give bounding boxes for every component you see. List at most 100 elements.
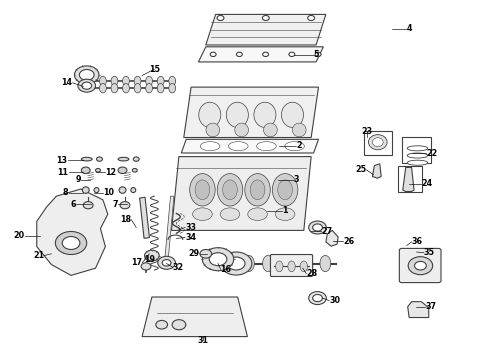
Ellipse shape xyxy=(94,188,99,193)
Ellipse shape xyxy=(407,153,428,158)
Polygon shape xyxy=(164,196,174,266)
Text: 10: 10 xyxy=(103,188,114,197)
Ellipse shape xyxy=(82,187,89,193)
Ellipse shape xyxy=(278,180,293,200)
Ellipse shape xyxy=(122,84,129,93)
Ellipse shape xyxy=(313,294,322,302)
Ellipse shape xyxy=(250,180,265,200)
Ellipse shape xyxy=(99,76,106,86)
Ellipse shape xyxy=(169,84,175,93)
Ellipse shape xyxy=(263,15,270,21)
Ellipse shape xyxy=(407,146,428,151)
FancyBboxPatch shape xyxy=(399,248,441,283)
Bar xyxy=(402,137,431,163)
Text: 28: 28 xyxy=(306,269,318,278)
Ellipse shape xyxy=(235,123,248,137)
Ellipse shape xyxy=(146,76,152,86)
Text: 23: 23 xyxy=(361,127,372,136)
Ellipse shape xyxy=(281,102,303,127)
Ellipse shape xyxy=(81,167,90,174)
Ellipse shape xyxy=(119,187,126,193)
Ellipse shape xyxy=(244,256,254,271)
Text: 30: 30 xyxy=(329,296,340,305)
Ellipse shape xyxy=(134,76,141,86)
Text: 11: 11 xyxy=(58,167,69,176)
Text: 8: 8 xyxy=(63,188,69,197)
Polygon shape xyxy=(172,157,311,230)
Text: 2: 2 xyxy=(296,141,302,150)
Ellipse shape xyxy=(254,102,276,127)
Ellipse shape xyxy=(97,157,102,161)
Text: 5: 5 xyxy=(314,50,319,59)
Ellipse shape xyxy=(200,249,212,258)
Ellipse shape xyxy=(315,52,321,57)
Text: 36: 36 xyxy=(412,238,422,246)
Ellipse shape xyxy=(169,76,175,86)
Polygon shape xyxy=(408,302,429,318)
Ellipse shape xyxy=(272,174,298,206)
Ellipse shape xyxy=(83,202,93,209)
Ellipse shape xyxy=(157,84,164,93)
Ellipse shape xyxy=(217,174,243,206)
Ellipse shape xyxy=(62,237,80,249)
Text: 27: 27 xyxy=(321,227,332,236)
Ellipse shape xyxy=(200,141,220,150)
Polygon shape xyxy=(184,87,318,138)
Ellipse shape xyxy=(74,66,99,84)
Ellipse shape xyxy=(301,256,312,271)
Ellipse shape xyxy=(172,320,186,330)
Ellipse shape xyxy=(141,263,151,270)
Ellipse shape xyxy=(81,157,92,161)
Ellipse shape xyxy=(78,79,96,92)
Ellipse shape xyxy=(309,292,326,305)
Text: 35: 35 xyxy=(424,248,435,257)
Ellipse shape xyxy=(372,138,383,147)
Ellipse shape xyxy=(407,160,428,165)
Ellipse shape xyxy=(131,188,136,193)
Ellipse shape xyxy=(111,76,118,86)
Ellipse shape xyxy=(120,202,130,209)
Polygon shape xyxy=(140,197,149,238)
Ellipse shape xyxy=(220,208,240,220)
Ellipse shape xyxy=(288,261,295,272)
Text: 4: 4 xyxy=(407,24,412,33)
Text: 26: 26 xyxy=(343,237,354,246)
Text: 1: 1 xyxy=(282,206,287,215)
Ellipse shape xyxy=(309,221,326,234)
Ellipse shape xyxy=(202,248,234,271)
Ellipse shape xyxy=(275,208,295,220)
Text: 22: 22 xyxy=(426,149,438,158)
Text: 13: 13 xyxy=(57,156,68,165)
Ellipse shape xyxy=(193,208,212,220)
Ellipse shape xyxy=(308,15,315,21)
Ellipse shape xyxy=(209,253,227,266)
Text: 19: 19 xyxy=(145,255,155,264)
Ellipse shape xyxy=(162,260,171,266)
Ellipse shape xyxy=(146,84,152,93)
Ellipse shape xyxy=(82,82,92,89)
Ellipse shape xyxy=(55,231,87,255)
Text: 15: 15 xyxy=(149,65,160,74)
Ellipse shape xyxy=(313,224,322,231)
Ellipse shape xyxy=(206,123,220,137)
Text: 18: 18 xyxy=(120,215,131,224)
Ellipse shape xyxy=(118,167,127,174)
Text: 32: 32 xyxy=(172,263,184,271)
Text: 9: 9 xyxy=(75,175,81,184)
Text: 25: 25 xyxy=(355,165,367,174)
Polygon shape xyxy=(142,297,247,337)
Ellipse shape xyxy=(158,256,175,269)
Text: 3: 3 xyxy=(294,175,299,184)
Text: 17: 17 xyxy=(131,258,142,267)
Ellipse shape xyxy=(226,102,248,127)
Ellipse shape xyxy=(190,174,215,206)
Text: 7: 7 xyxy=(112,200,118,209)
Ellipse shape xyxy=(408,257,433,275)
Text: 16: 16 xyxy=(220,265,231,274)
Bar xyxy=(398,166,422,192)
Ellipse shape xyxy=(111,84,118,93)
Text: 33: 33 xyxy=(185,223,196,232)
Polygon shape xyxy=(326,230,338,246)
Text: 14: 14 xyxy=(62,78,73,87)
FancyBboxPatch shape xyxy=(270,255,313,276)
